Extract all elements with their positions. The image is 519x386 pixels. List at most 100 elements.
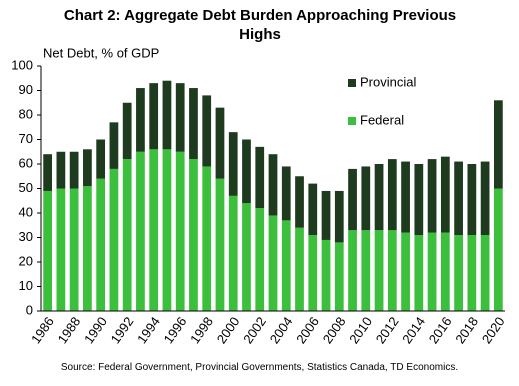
x-tick-label: 2000 xyxy=(214,314,243,346)
bar-segment xyxy=(295,176,304,228)
x-tick-label: 1988 xyxy=(55,314,84,346)
bar-segment xyxy=(242,139,251,204)
y-tick-label: 50 xyxy=(19,180,33,195)
bar-segment xyxy=(189,159,198,311)
bar-segment xyxy=(162,149,172,311)
bar-segment xyxy=(454,235,463,311)
bar-segment xyxy=(401,232,410,311)
x-tick-label: 2008 xyxy=(320,314,349,346)
bar-segment xyxy=(414,164,424,236)
bar-segment xyxy=(387,159,397,231)
bar-segment xyxy=(56,188,66,311)
legend-swatch xyxy=(348,117,356,125)
bar-segment xyxy=(361,230,371,311)
bar-segment xyxy=(255,146,265,209)
bar-segment xyxy=(109,122,119,169)
bar-segment xyxy=(321,239,331,311)
bar-segment xyxy=(215,178,225,311)
source-note: Source: Federal Government, Provincial G… xyxy=(60,362,459,373)
bar-segment xyxy=(228,195,238,311)
y-tick-label: 40 xyxy=(19,204,33,219)
x-tick-label: 1998 xyxy=(187,314,216,346)
bar-segment xyxy=(334,190,344,243)
bar-segment xyxy=(281,220,291,311)
bar-segment xyxy=(295,227,304,311)
bar-segment xyxy=(175,83,185,152)
x-tick-label: 2010 xyxy=(346,314,375,346)
bar-segment xyxy=(361,166,371,231)
legend-label: Provincial xyxy=(360,74,416,89)
y-tick-label: 90 xyxy=(19,82,33,97)
bar-segment xyxy=(480,161,490,236)
bar-segment xyxy=(348,230,357,311)
bar-segment xyxy=(308,235,318,311)
x-tick-label: 2016 xyxy=(426,314,455,346)
chart-title: Chart 2: Aggregate Debt Burden Approachi… xyxy=(63,7,457,43)
y-tick-label: 60 xyxy=(19,155,33,170)
x-tick-label: 2020 xyxy=(479,314,508,346)
bar-segment xyxy=(348,168,357,231)
x-tick-label: 1990 xyxy=(81,314,110,346)
bar-segment xyxy=(374,164,384,231)
bar-segment xyxy=(467,235,477,311)
bar-segment xyxy=(69,151,79,189)
bar-segment xyxy=(96,178,106,311)
bar-segment xyxy=(493,188,503,311)
y-axis-label: Net Debt, % of GDP xyxy=(43,45,159,60)
legend-label: Federal xyxy=(360,112,404,127)
bar-segment xyxy=(440,156,450,233)
bar-segment xyxy=(96,139,106,179)
x-tick-label: 1992 xyxy=(108,314,137,346)
chart: Net Debt, % of GDP 0 10 20 30 40 50 60 70 80 90 10… xyxy=(11,45,508,346)
bar-segment xyxy=(83,186,92,311)
bar-segment xyxy=(308,183,318,236)
y-tick-label: 0 xyxy=(26,302,33,317)
bar-segment xyxy=(69,188,79,311)
bar-segment xyxy=(122,159,132,311)
bar-segment xyxy=(149,83,159,150)
bar-segment xyxy=(202,95,212,167)
bar-segment xyxy=(122,102,132,160)
bar-segment xyxy=(189,88,198,160)
bar-segment xyxy=(43,154,53,191)
bar-segment xyxy=(83,149,92,187)
y-tick-label: 80 xyxy=(19,106,33,121)
x-tick-label: 1986 xyxy=(28,314,57,346)
bar-segment xyxy=(228,132,238,196)
bar-segment xyxy=(493,100,503,189)
y-tick-label: 20 xyxy=(19,253,33,268)
bar-segment xyxy=(321,190,331,240)
y-tick-label: 10 xyxy=(19,278,33,293)
bar-segment xyxy=(255,208,265,311)
bar-segment xyxy=(162,80,172,150)
x-tick-label: 2004 xyxy=(267,314,296,346)
bar-segment xyxy=(109,168,119,311)
bar-segment xyxy=(414,235,424,311)
bar-segment xyxy=(268,154,278,216)
bar-segment xyxy=(334,242,344,311)
bar-segment xyxy=(215,107,225,179)
bar-segment xyxy=(467,164,477,236)
bar-segment xyxy=(427,232,437,311)
bar-segment xyxy=(387,230,397,311)
y-tick-label: 70 xyxy=(19,131,33,146)
bar-segment xyxy=(374,230,384,311)
x-tick-label: 2012 xyxy=(373,314,402,346)
y-tick-label: 30 xyxy=(19,229,33,244)
bar-segment xyxy=(454,161,463,236)
bar-segment xyxy=(136,151,145,311)
bar-segment xyxy=(281,166,291,221)
bar-segment xyxy=(427,159,437,233)
bar-segment xyxy=(401,161,410,233)
x-tick-label: 2006 xyxy=(293,314,322,346)
bar-segment xyxy=(56,151,66,189)
legend-swatch xyxy=(348,79,356,87)
bar-segment xyxy=(202,166,212,311)
bar-segment xyxy=(440,232,450,311)
x-tick-label: 2002 xyxy=(240,314,269,346)
x-tick-label: 2014 xyxy=(399,314,428,346)
bar-segment xyxy=(242,203,251,311)
bar-segment xyxy=(175,151,185,311)
x-tick-label: 2018 xyxy=(452,314,481,346)
